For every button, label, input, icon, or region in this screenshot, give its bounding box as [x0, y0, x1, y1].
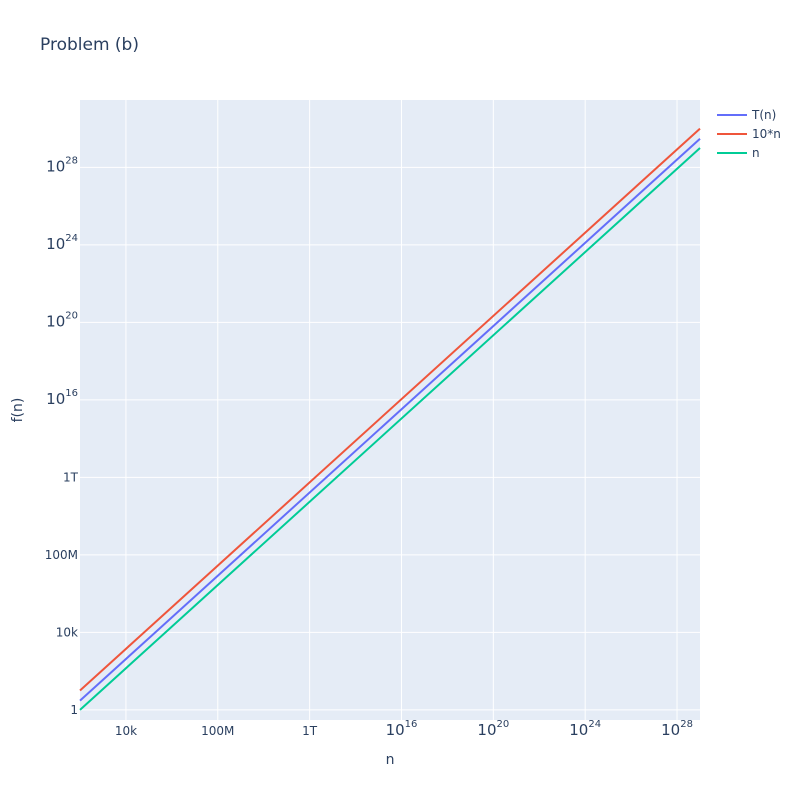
chart-title: Problem (b): [40, 35, 139, 55]
x-tick-label: 1028: [661, 719, 693, 739]
y-tick-label: 1024: [46, 233, 78, 253]
y-tick-label: 1028: [46, 155, 78, 175]
legend-label: n: [752, 146, 760, 160]
x-tick-label: 100M: [201, 724, 234, 738]
series-line-0: [79, 138, 701, 702]
legend-label: T(n): [751, 108, 776, 122]
x-tick-label: 1T: [302, 724, 318, 738]
series-line-2: [79, 147, 701, 711]
y-tick-label: 1020: [46, 310, 78, 330]
y-tick-label: 1: [70, 703, 78, 717]
legend-item-2[interactable]: n: [717, 146, 760, 160]
legend-item-1[interactable]: 10*n: [717, 127, 781, 141]
x-tick-label: 10k: [115, 724, 137, 738]
legend-item-0[interactable]: T(n): [717, 108, 776, 122]
series-line-1: [79, 127, 701, 692]
legend[interactable]: T(n) 10*n n: [717, 108, 781, 160]
x-tick-label: 1024: [569, 719, 601, 739]
y-tick-label: 10k: [56, 625, 78, 639]
legend-label: 10*n: [752, 127, 781, 141]
y-tick-label: 100M: [45, 548, 78, 562]
tick-layer: 10k 100M 1T 1016 1020 1024 1028 1 10k 100M 1T 1016 1…: [45, 155, 693, 739]
grid-layer: [80, 100, 700, 720]
x-tick-label: 1020: [477, 719, 509, 739]
y-tick-label: 1T: [63, 470, 79, 484]
x-tick-label: 1016: [386, 719, 418, 739]
y-tick-label: 1016: [46, 388, 78, 408]
y-axis-title: f(n): [10, 398, 26, 423]
series-layer: [79, 127, 701, 711]
x-axis-title: n: [386, 752, 395, 768]
